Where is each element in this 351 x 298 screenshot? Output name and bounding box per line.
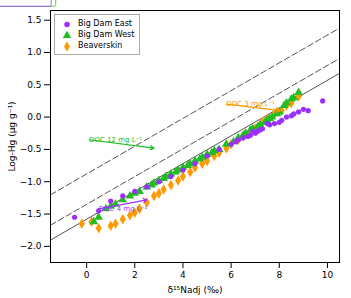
svg-text:δ¹⁵Nadj (‰): δ¹⁵Nadj (‰)	[167, 285, 222, 295]
html-text:Beaverskin: Beaverskin	[78, 41, 123, 50]
svg-text:Log-Hg (μg g⁻¹): Log-Hg (μg g⁻¹)	[7, 101, 17, 171]
html-text:Big Dam East: Big Dam East	[78, 19, 132, 28]
svg-text:−0.5: −0.5	[20, 144, 42, 154]
svg-text:−2.0: −2.0	[20, 241, 42, 251]
svg-text:0.0: 0.0	[27, 112, 42, 122]
svg-text:6: 6	[228, 270, 234, 280]
html-text:Big Dam West: Big Dam West	[78, 30, 135, 39]
svg-text:8: 8	[276, 270, 282, 280]
svg-text:4: 4	[180, 270, 186, 280]
svg-text:−1.0: −1.0	[20, 177, 42, 187]
svg-text:DOC 12 mg L⁻¹: DOC 12 mg L⁻¹	[89, 136, 142, 144]
svg-text:−1.5: −1.5	[20, 209, 42, 219]
svg-text:0.5: 0.5	[27, 80, 41, 90]
svg-text:DOC 4 mg L⁻¹: DOC 4 mg L⁻¹	[99, 205, 148, 213]
svg-text:0: 0	[84, 270, 90, 280]
svg-text:10: 10	[322, 270, 334, 280]
svg-text:DOC 3 mg L⁻¹: DOC 3 mg L⁻¹	[226, 100, 275, 108]
svg-text:1.0: 1.0	[27, 47, 42, 57]
svg-text:2: 2	[132, 270, 138, 280]
svg-text:1.5: 1.5	[27, 15, 41, 25]
